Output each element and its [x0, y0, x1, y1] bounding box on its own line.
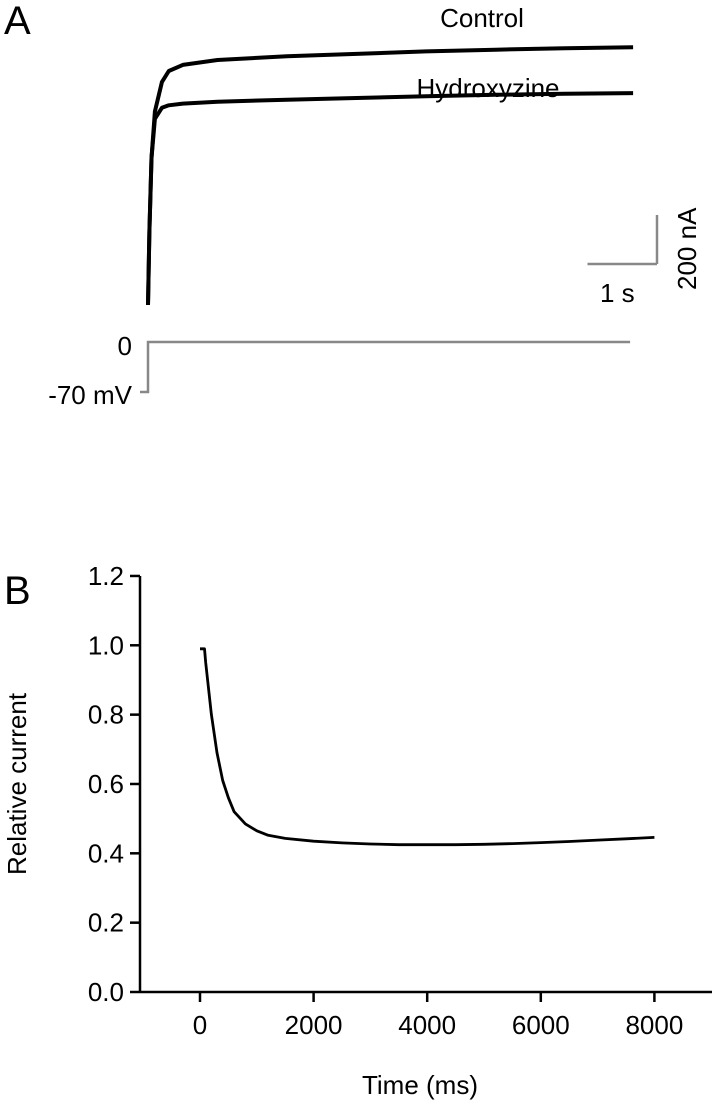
y-axis-title: Relative current [2, 692, 32, 875]
panel-b-letter: B [4, 569, 31, 613]
voltage-label-holding: -70 mV [48, 380, 132, 410]
scale-bar-time-label: 1 s [600, 278, 635, 308]
panel-a [146, 45, 634, 306]
scale-bar-current-label: 200 nA [672, 207, 702, 290]
x-tick-label: 4000 [398, 1010, 456, 1040]
y-tick-label: 0.8 [88, 700, 124, 730]
y-tick-label: 0.2 [88, 908, 124, 938]
voltage-protocol [140, 340, 631, 394]
control-trace-label: Control [440, 3, 524, 33]
y-tick-label: 0.0 [88, 977, 124, 1007]
relative-current-line [200, 647, 655, 847]
x-tick-label: 8000 [625, 1010, 683, 1040]
x-tick-label: 0 [193, 1010, 207, 1040]
voltage-label-zero: 0 [118, 331, 132, 361]
voltage-step-line [140, 340, 631, 394]
x-tick-label: 2000 [285, 1010, 343, 1040]
y-tick-label: 0.4 [88, 838, 124, 868]
panel-b: 0.0 0.2 0.4 0.6 0.8 1.0 1.2 0 2000 4000 6000 8000 [88, 561, 712, 1040]
hydroxyzine-trace-label: Hydroxyzine [416, 73, 559, 103]
y-tick-label: 1.2 [88, 561, 124, 591]
panel-a-letter: A [4, 0, 31, 43]
scale-bar [587, 215, 659, 266]
y-tick-label: 1.0 [88, 630, 124, 660]
current-trace-control [146, 45, 634, 306]
y-tick-label: 0.6 [88, 769, 124, 799]
x-tick-label: 6000 [512, 1010, 570, 1040]
current-trace-hydroxyzine [146, 91, 634, 306]
x-axis-title: Time (ms) [362, 1070, 478, 1100]
